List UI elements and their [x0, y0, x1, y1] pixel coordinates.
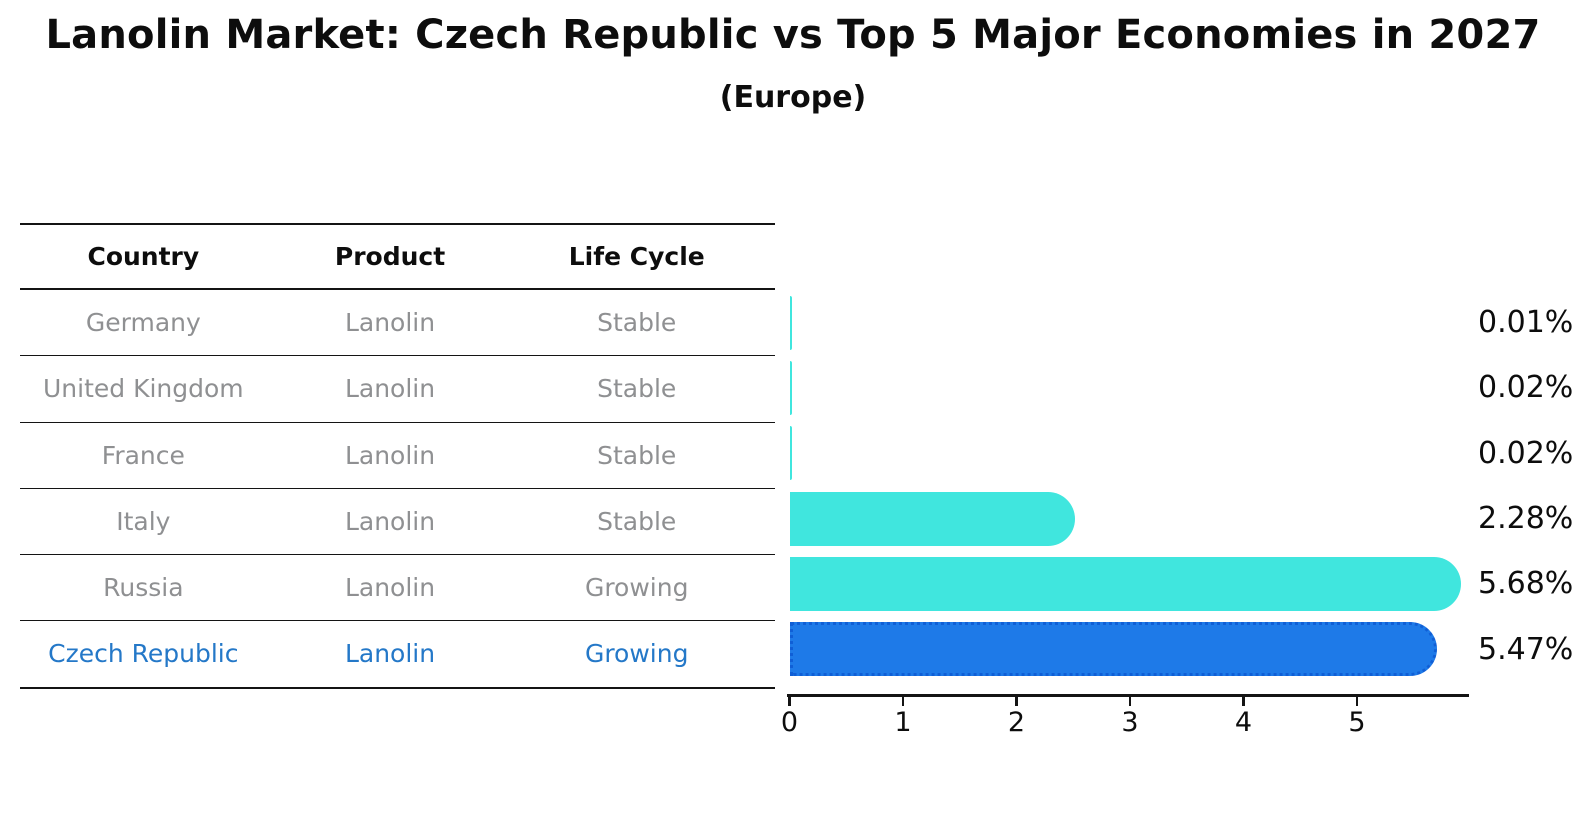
chart-subtitle: (Europe)	[719, 80, 867, 115]
value-label-france: 0.02%	[1478, 435, 1574, 471]
chart-title: Lanolin Market: Czech Republic vs Top 5 …	[45, 12, 1541, 58]
table-body: Germany Lanolin Stable United Kingdom Lanoli…	[20, 290, 775, 689]
table-row-italy: Italy Lanolin Stable	[20, 489, 775, 556]
country-cell: United Kingdom	[43, 374, 244, 404]
table-header-row: Country Product Life Cycle	[20, 225, 775, 290]
x-tick-label-4: 4	[1234, 707, 1253, 738]
table-row-germany: Germany Lanolin Stable	[20, 290, 775, 357]
x-tick-label-2: 2	[1007, 707, 1026, 738]
lifecycle-cell: Stable	[597, 374, 677, 404]
lifecycle-cell: Stable	[597, 308, 677, 337]
x-tick-0	[788, 696, 791, 706]
product-cell: Lanolin	[344, 639, 436, 669]
x-tick-4	[1242, 696, 1245, 706]
product-cell: Lanolin	[344, 374, 436, 404]
bar-united-kingdom	[789, 361, 792, 416]
lifecycle-cell: Stable	[597, 506, 677, 536]
bar-france	[789, 426, 792, 481]
x-axis-line	[787, 694, 1469, 697]
table-header-lifecycle: Life Cycle	[568, 242, 705, 271]
table-row-united-kingdom: United Kingdom Lanolin Stable	[20, 356, 775, 423]
product-cell: Lanolin	[344, 308, 436, 337]
value-label-russia: 5.68%	[1478, 566, 1574, 602]
x-tick-2	[1015, 696, 1018, 706]
lifecycle-cell: Growing	[584, 573, 689, 603]
table-header-product: Product	[334, 242, 446, 271]
lifecycle-cell: Growing	[584, 639, 689, 669]
country-cell: Czech Republic	[48, 639, 239, 669]
table-row-czech-republic: Czech Republic Lanolin Growing	[20, 621, 775, 689]
country-table: Country Product Life Cycle Germany Lanoli…	[20, 223, 775, 689]
x-tick-label-5: 5	[1348, 707, 1366, 738]
x-tick-5	[1355, 696, 1359, 706]
x-tick-label-1: 1	[894, 707, 912, 738]
table-row-france: France Lanolin Stable	[20, 423, 775, 489]
product-cell: Lanolin	[344, 573, 436, 603]
table-header-country: Country	[87, 242, 200, 271]
bar-czech-republic	[789, 622, 1438, 677]
bar-chart-plot-area: 0.01% 0.02% 0.02% 2.28% 5.68% 5.47%	[0, 290, 1586, 682]
x-tick-label-0: 0	[780, 707, 799, 738]
country-cell: Germany	[85, 308, 201, 337]
value-label-united-kingdom: 0.02%	[1478, 370, 1574, 406]
bar-germany	[789, 295, 792, 350]
country-cell: Russia	[103, 573, 184, 603]
bar-russia	[789, 557, 1462, 611]
country-cell: Italy	[116, 506, 171, 536]
table-row-russia: Russia Lanolin Growing	[20, 555, 775, 622]
x-tick-label-3: 3	[1121, 707, 1139, 738]
product-cell: Lanolin	[344, 506, 436, 536]
value-label-italy: 2.28%	[1478, 501, 1574, 537]
lifecycle-cell: Stable	[597, 440, 677, 470]
x-tick-1	[901, 696, 905, 706]
bar-italy	[789, 491, 1076, 546]
value-label-germany: 0.01%	[1478, 305, 1574, 341]
country-cell: France	[101, 440, 185, 470]
value-label-czech-republic: 5.47%	[1478, 631, 1574, 667]
product-cell: Lanolin	[344, 440, 436, 470]
x-tick-3	[1128, 696, 1132, 706]
